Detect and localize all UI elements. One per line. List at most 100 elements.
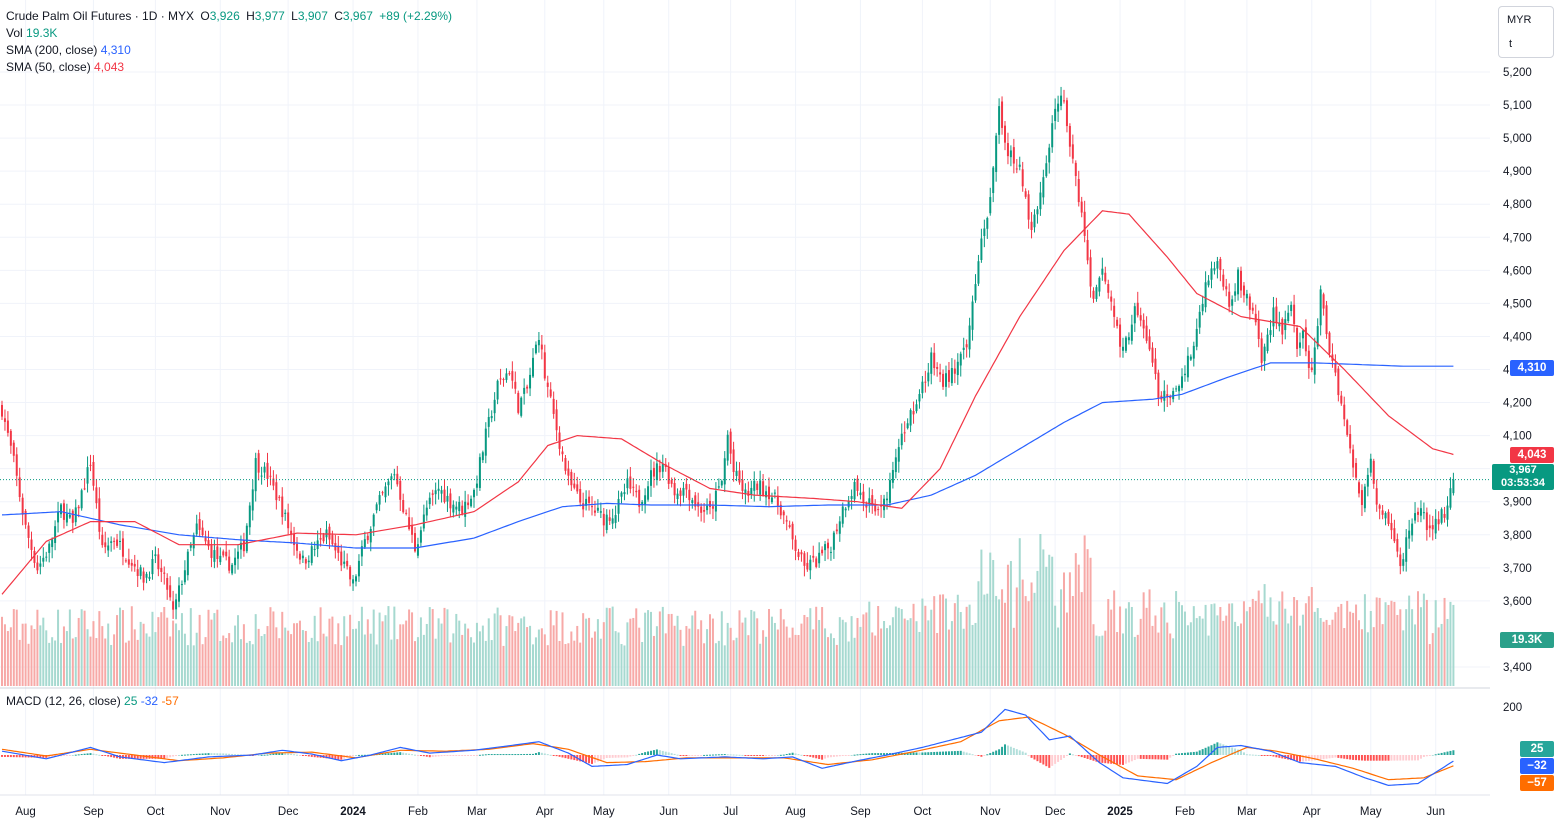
- candle-body: [1124, 337, 1127, 351]
- macd-hist-bar: [1198, 750, 1201, 755]
- candle-body: [838, 521, 841, 534]
- volume-bar: [1307, 596, 1310, 686]
- volume-bar: [1349, 611, 1352, 686]
- volume-bar: [939, 594, 942, 686]
- candle-body: [750, 487, 753, 495]
- candle-body: [328, 526, 331, 540]
- macd-hist-bar: [741, 754, 744, 756]
- macd-hist-bar: [977, 755, 980, 756]
- macd-hist-bar: [526, 753, 529, 755]
- volume-bar: [1290, 615, 1293, 686]
- candle-body: [77, 506, 80, 509]
- volume-bar: [1422, 593, 1425, 686]
- macd-hist-bar: [1163, 755, 1166, 760]
- macd-hist-value: 25: [124, 694, 138, 708]
- macd-hist-bar: [183, 754, 186, 756]
- macd-hist-bar: [906, 752, 909, 755]
- macd-hist-bar: [9, 755, 12, 758]
- candle-body: [543, 352, 546, 379]
- macd-hist-bar: [473, 755, 475, 756]
- macd-hist-bar: [596, 755, 599, 762]
- volume-bar: [154, 632, 157, 686]
- macd-hist-bar: [310, 755, 313, 757]
- candle-body: [119, 540, 121, 542]
- volume-bar: [1254, 600, 1257, 686]
- candle-body: [1405, 537, 1408, 562]
- sma200-legend[interactable]: SMA (200, close) 4,310: [6, 42, 131, 59]
- macd-hist-bar: [65, 755, 68, 756]
- currency-unit-button[interactable]: MYR t: [1498, 6, 1554, 58]
- macd-hist-bar: [1074, 755, 1077, 756]
- macd-hist-bar: [95, 754, 98, 756]
- macd-hist-bar: [614, 755, 617, 758]
- volume-bar: [995, 595, 998, 686]
- macd-hist-bar: [1240, 750, 1242, 755]
- candle-body: [756, 483, 759, 490]
- candle-body: [1207, 280, 1210, 286]
- macd-hist-bar: [3, 755, 6, 757]
- candle-body: [620, 492, 623, 497]
- candle-body: [1057, 103, 1060, 112]
- macd-hist-bar: [307, 755, 310, 757]
- volume-bar: [180, 613, 183, 686]
- volume-bar: [1071, 595, 1074, 686]
- volume-bar: [1346, 600, 1349, 686]
- volume-bar: [768, 608, 770, 686]
- time-tick-label: Nov: [210, 806, 231, 818]
- macd-hist-bar: [652, 750, 655, 755]
- macd-hist-bar: [617, 755, 620, 758]
- macd-hist-bar: [1263, 755, 1266, 756]
- macd-hist-bar: [234, 754, 237, 756]
- sma50-legend[interactable]: SMA (50, close) 4,043: [6, 59, 124, 76]
- macd-hist-bar: [797, 754, 800, 756]
- vol-label: Vol: [6, 26, 23, 40]
- macd-hist-bar: [219, 753, 222, 755]
- macd-hist-bar: [709, 754, 711, 756]
- macd-hist-bar: [1027, 755, 1030, 757]
- macd-hist-bar: [511, 754, 514, 756]
- candle-body: [1434, 518, 1437, 534]
- volume-bar: [57, 609, 60, 686]
- volume-legend[interactable]: Vol 19.3K: [6, 25, 57, 42]
- macd-hist-bar: [1257, 755, 1260, 756]
- candle-body: [694, 495, 697, 507]
- volume-bar: [599, 638, 602, 686]
- macd-hist-bar: [1133, 755, 1136, 761]
- candle-body: [304, 559, 307, 564]
- candle-body: [461, 505, 464, 514]
- candle-body: [1263, 346, 1266, 362]
- time-axis[interactable]: Aug Sep Oct Nov Dec 2024 Feb Mar Apr May Jun Jul Aug…: [15, 806, 1445, 818]
- macd-hist-bar: [1378, 755, 1381, 761]
- volume-bar: [272, 611, 275, 686]
- volume-bar: [1086, 549, 1089, 686]
- macd-legend[interactable]: MACD (12, 26, close) 25 -32 -57: [6, 693, 179, 710]
- candle-body: [65, 513, 68, 523]
- volume-bar: [546, 645, 549, 686]
- macd-hist-bar: [800, 754, 803, 756]
- volume-bar: [900, 609, 903, 686]
- macd-hist-bar: [1178, 753, 1181, 755]
- volume-bar: [1080, 592, 1083, 686]
- candle-body: [856, 478, 859, 491]
- macd-hist-bar: [1325, 755, 1328, 759]
- macd-hist-bar: [824, 755, 827, 759]
- macd-hist-bar: [673, 753, 676, 755]
- candle-body: [1104, 272, 1107, 282]
- candle-body: [1402, 559, 1405, 566]
- volume-bar: [841, 619, 844, 686]
- candle-body: [139, 567, 142, 576]
- macd-hist-bar: [89, 753, 92, 755]
- symbol-line[interactable]: Crude Palm Oil Futures · 1D · MYX: [6, 9, 195, 23]
- candle-body: [738, 470, 741, 483]
- candle-body: [552, 398, 555, 414]
- volume-bar: [897, 607, 900, 686]
- macd-hist-bar: [74, 754, 77, 756]
- macd-hist-bar: [880, 753, 883, 755]
- volume-bar: [853, 637, 856, 686]
- volume-bar: [815, 606, 818, 686]
- volume-bar: [596, 619, 599, 686]
- candle-body: [251, 489, 254, 511]
- macd-hist-bar: [204, 753, 207, 755]
- macd-label: MACD (12, 26, close): [6, 694, 121, 708]
